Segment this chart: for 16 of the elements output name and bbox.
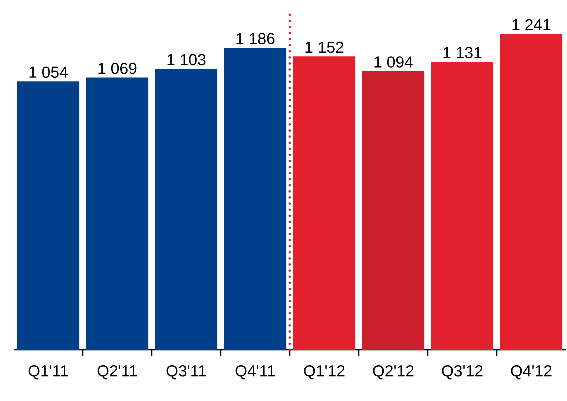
x-tick-label: Q3'11 <box>166 366 206 380</box>
data-label: 1 069 <box>98 62 137 74</box>
x-tick-label: Q1'11 <box>28 366 68 380</box>
data-label: 1 054 <box>30 66 68 78</box>
data-label: 1 103 <box>168 54 206 66</box>
x-tick-label: Q2'12 <box>373 366 414 380</box>
x-tick-label: Q2'11 <box>98 366 138 380</box>
x-tick-label: Q1'12 <box>304 366 345 380</box>
x-tick-label: Q4'12 <box>511 366 552 380</box>
x-tick-label: Q4'11 <box>236 366 276 380</box>
data-label: 1 186 <box>236 33 275 44</box>
data-label: 1 094 <box>374 56 413 68</box>
x-tick-label: Q3'12 <box>442 366 483 380</box>
data-label: 1 241 <box>512 19 551 30</box>
data-label: 1 152 <box>306 42 344 54</box>
data-label: 1 131 <box>444 47 482 58</box>
